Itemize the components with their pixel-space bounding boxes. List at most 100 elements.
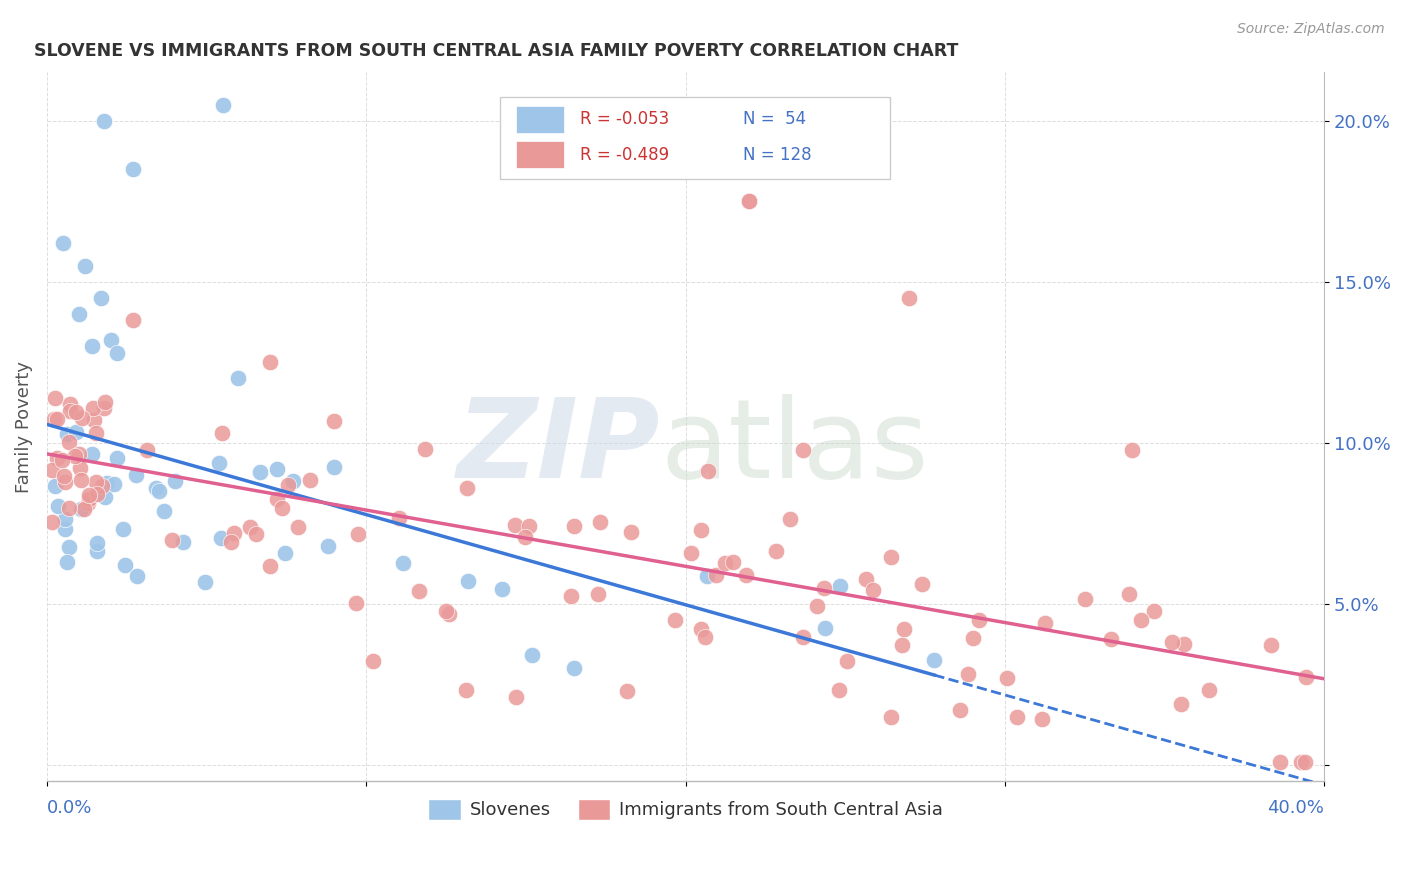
Point xyxy=(148,484,170,499)
Point xyxy=(1173,637,1195,651)
Point xyxy=(562,518,585,533)
Point xyxy=(1035,615,1057,630)
Point xyxy=(792,442,814,457)
Point xyxy=(457,574,479,589)
Point xyxy=(454,683,477,698)
Point xyxy=(136,443,159,458)
Point xyxy=(266,491,288,506)
Point xyxy=(1295,670,1317,684)
Point xyxy=(208,456,231,470)
Point xyxy=(664,613,686,627)
Point xyxy=(679,546,702,560)
Point xyxy=(266,462,288,476)
Point xyxy=(1118,586,1140,600)
Point xyxy=(55,555,77,569)
Point xyxy=(391,556,413,570)
Point xyxy=(228,371,250,385)
Point xyxy=(298,473,321,487)
Point xyxy=(73,502,96,516)
Point xyxy=(53,522,76,536)
Point xyxy=(53,511,76,525)
Point xyxy=(219,534,242,549)
Point xyxy=(779,512,801,526)
Point xyxy=(1289,755,1312,769)
Point xyxy=(828,579,851,593)
Point xyxy=(721,555,744,569)
Point xyxy=(898,291,921,305)
Point xyxy=(388,511,411,525)
Point xyxy=(259,559,281,574)
Point xyxy=(105,450,128,465)
Point xyxy=(67,307,90,321)
Point xyxy=(83,413,105,427)
Point xyxy=(347,527,370,541)
Point xyxy=(806,599,828,613)
Point xyxy=(1007,710,1029,724)
Point xyxy=(70,411,93,425)
Point xyxy=(90,291,112,305)
Point xyxy=(957,667,980,681)
Point xyxy=(515,530,537,544)
Point xyxy=(962,631,984,645)
Point xyxy=(51,453,73,467)
Point xyxy=(103,476,125,491)
Point xyxy=(122,162,145,177)
Point xyxy=(813,581,835,595)
Point xyxy=(880,710,903,724)
Point xyxy=(46,412,69,426)
Point xyxy=(1130,613,1153,627)
Point xyxy=(125,468,148,483)
FancyBboxPatch shape xyxy=(501,97,890,178)
Point xyxy=(65,405,87,419)
Point xyxy=(77,495,100,509)
Point xyxy=(893,622,915,636)
Point xyxy=(1198,683,1220,698)
Point xyxy=(94,395,117,409)
Point xyxy=(112,523,135,537)
Point xyxy=(704,568,727,582)
Point xyxy=(1143,604,1166,618)
FancyBboxPatch shape xyxy=(516,106,564,133)
Point xyxy=(86,544,108,558)
Point xyxy=(765,543,787,558)
Point xyxy=(44,391,66,405)
Point xyxy=(86,535,108,549)
Point xyxy=(862,582,884,597)
Point xyxy=(835,655,858,669)
Text: 40.0%: 40.0% xyxy=(1267,798,1324,817)
Point xyxy=(1260,638,1282,652)
Point xyxy=(690,622,713,636)
Point xyxy=(75,259,97,273)
Point xyxy=(738,194,761,209)
Point xyxy=(323,459,346,474)
Point xyxy=(53,475,76,489)
Point xyxy=(70,473,93,487)
Point xyxy=(172,534,194,549)
Point xyxy=(96,475,118,490)
Point xyxy=(152,504,174,518)
Point xyxy=(55,427,77,442)
Point xyxy=(58,434,80,449)
Point xyxy=(41,462,63,476)
FancyBboxPatch shape xyxy=(516,141,564,168)
Point xyxy=(59,404,82,418)
Point xyxy=(503,517,526,532)
Point xyxy=(361,655,384,669)
Text: ZIP: ZIP xyxy=(457,394,659,501)
Point xyxy=(281,474,304,488)
Point xyxy=(86,487,108,501)
Point xyxy=(620,524,643,539)
Point xyxy=(1099,632,1122,646)
Point xyxy=(792,631,814,645)
Point xyxy=(520,648,543,663)
Point xyxy=(713,556,735,570)
Point xyxy=(491,582,513,596)
Point xyxy=(121,313,143,327)
Point xyxy=(67,447,90,461)
Point xyxy=(145,481,167,495)
Point xyxy=(194,574,217,589)
Point xyxy=(616,684,638,698)
Point xyxy=(517,519,540,533)
Point xyxy=(456,481,478,495)
Point xyxy=(93,113,115,128)
